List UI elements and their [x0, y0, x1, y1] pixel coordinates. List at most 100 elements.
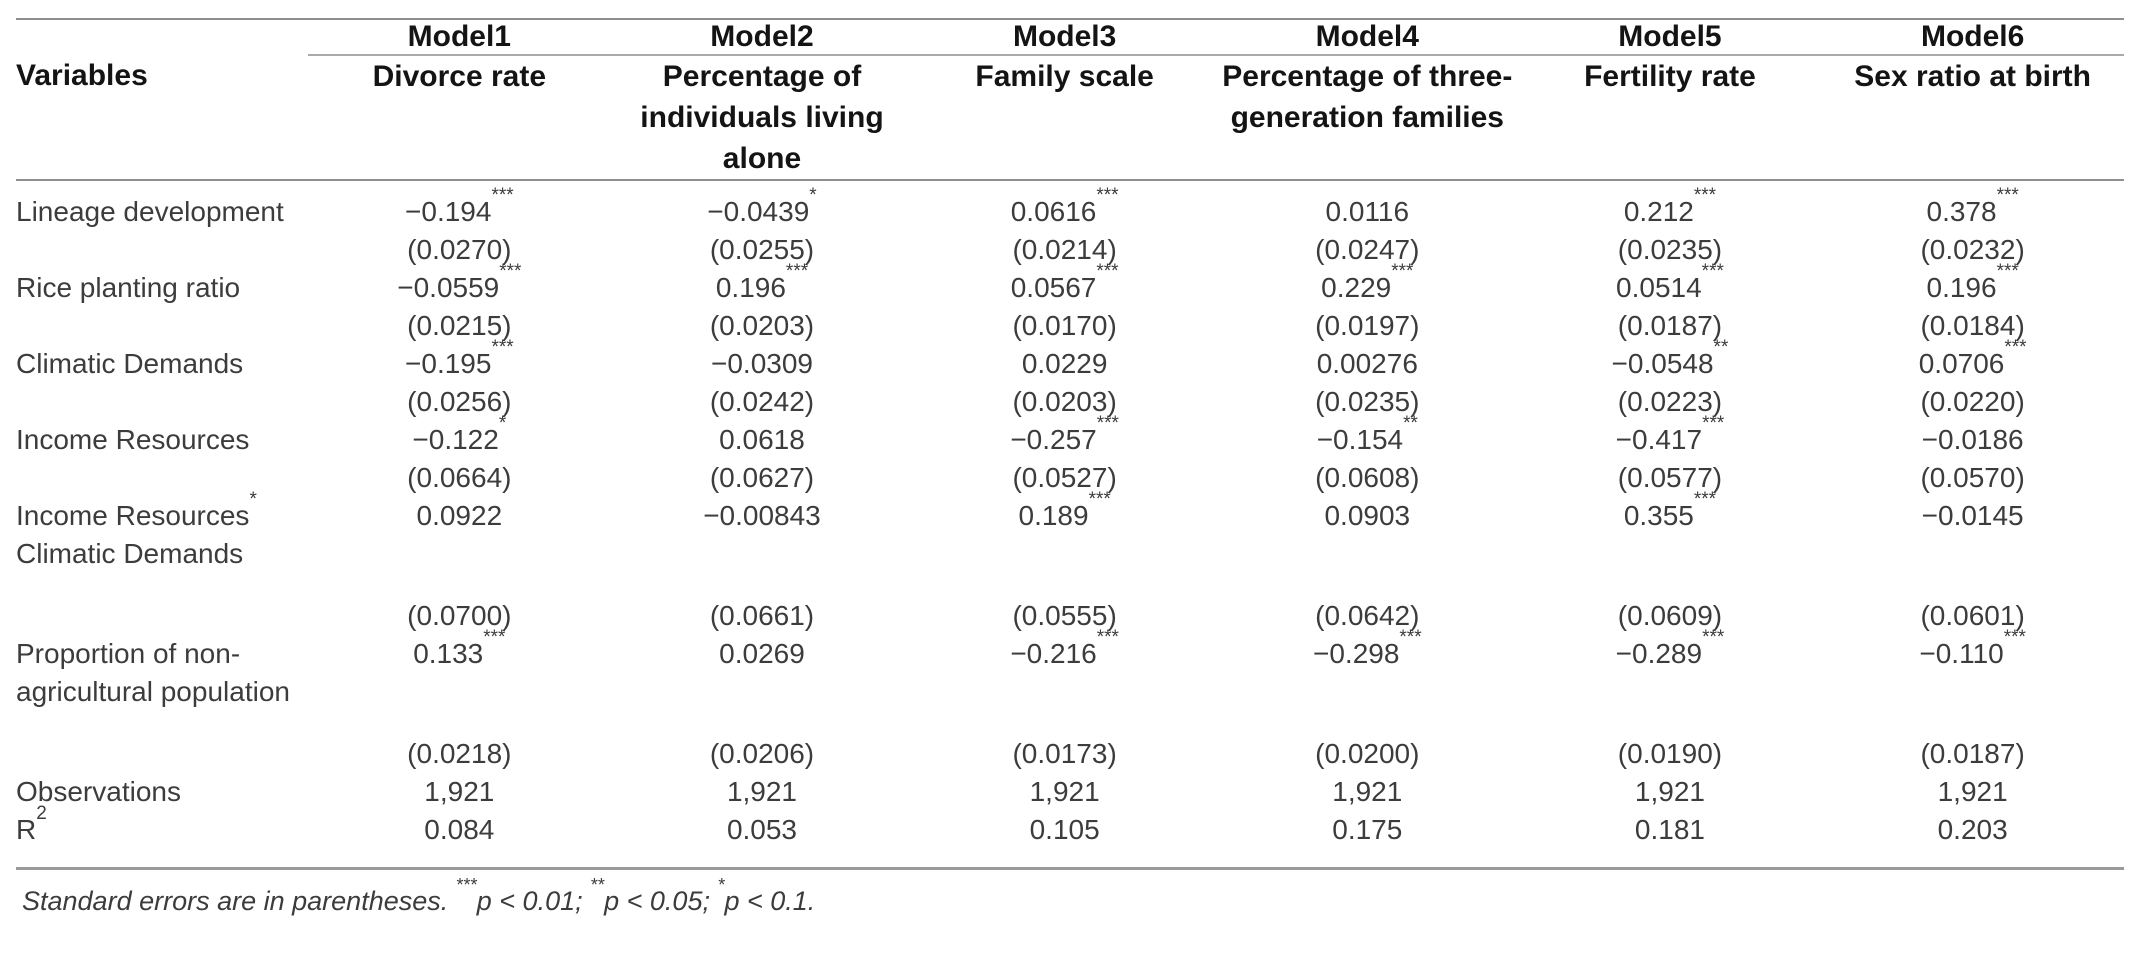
dependent-variable-header-row: Variables Divorce rate Percentage of indiv…: [16, 55, 2124, 181]
std-error-cell: (0.0609): [1617, 600, 1723, 631]
value-cell: [1821, 673, 2124, 711]
value-cell: −0.0439*: [707, 184, 817, 227]
row-label: Proportion of non-: [16, 638, 241, 669]
std-error-cell: (0.0200): [1315, 738, 1420, 769]
model-header-5: Model5: [1518, 20, 1822, 56]
table-row-se: (0.0270) (0.0255) (0.0214) (0.0247) (0.0235)…: [16, 231, 2124, 269]
std-error-cell: (0.0601): [1920, 600, 2025, 631]
std-error-cell: (0.0255): [709, 234, 815, 265]
value-cell: [1519, 673, 1822, 711]
value-cell: 0.00276: [1316, 348, 1418, 379]
value-cell: [1821, 535, 2124, 573]
footnote-significance-levels: ***p < 0.01; **p < 0.05; *p < 0.1.: [455, 875, 816, 916]
std-error-cell: (0.0608): [1315, 462, 1420, 493]
std-error-cell: (0.0577): [1617, 462, 1723, 493]
std-error-cell: (0.0197): [1315, 310, 1420, 341]
value-cell: 1,921: [726, 776, 798, 807]
value-cell: 0.189***: [1018, 488, 1111, 531]
value-cell: −0.417***: [1615, 412, 1725, 455]
table-row-coef: Income Resources −0.122* 0.0618 −0.257*** −0…: [16, 412, 2124, 459]
model-header-row: Model1 Model2 Model3 Model4 Model5 Model6: [16, 20, 2124, 56]
dependent-variable-header-6: Sex ratio at birth: [1821, 55, 2124, 181]
value-cell: −0.298***: [1312, 626, 1422, 669]
value-cell: 0.0567***: [1010, 260, 1119, 303]
row-label: Income Resources: [16, 424, 250, 455]
row-label: [16, 573, 308, 635]
table-row-cont: agricultural population: [16, 673, 2124, 711]
table-bottom-rule: [16, 867, 2124, 870]
value-cell: 0.0903: [1324, 500, 1411, 531]
table-row-se: (0.0664) (0.0627) (0.0527) (0.0608) (0.0577)…: [16, 459, 2124, 497]
table-row-se: (0.0700) (0.0661) (0.0555) (0.0642) (0.0609)…: [16, 573, 2124, 635]
value-cell: 0.084: [424, 814, 495, 845]
value-cell: [308, 673, 611, 711]
std-error-cell: (0.0661): [709, 600, 815, 631]
value-cell: 0.181: [1634, 814, 1705, 845]
std-error-cell: (0.0235): [1315, 386, 1420, 417]
std-error-cell: (0.0214): [1012, 234, 1117, 265]
table-row-coef: Lineage development −0.194*** −0.0439* 0.06…: [16, 180, 2124, 231]
std-error-cell: (0.0187): [1617, 310, 1723, 341]
value-cell: 0.105: [1029, 814, 1100, 845]
table-row-coef: Income Resources* 0.0922 −0.00843 0.189*** 0…: [16, 488, 2124, 535]
corner-cell: [16, 20, 308, 55]
value-cell: 0.212***: [1623, 184, 1717, 227]
model-header-3: Model3: [913, 20, 1216, 56]
table-header: Model1 Model2 Model3 Model4 Model5 Model6 Var…: [16, 20, 2124, 181]
row-label: Income Resources*: [16, 488, 257, 531]
std-error-cell: (0.0170): [1012, 310, 1117, 341]
value-cell: 0.0229: [1021, 348, 1108, 379]
table-row-coef: Proportion of non- 0.133*** 0.0269 −0.216**…: [16, 626, 2124, 673]
model-header-1: Model1: [308, 20, 611, 56]
value-cell: 1,921: [424, 776, 495, 807]
table-body: Lineage development −0.194*** −0.0439* 0.06…: [16, 180, 2124, 849]
value-cell: 0.133***: [413, 626, 506, 669]
row-label: Rice planting ratio: [16, 272, 241, 303]
value-cell: −0.110***: [1919, 626, 2026, 669]
table-top-rule: [16, 18, 2124, 20]
std-error-cell: (0.0256): [407, 386, 512, 417]
row-label: [16, 711, 308, 773]
value-cell: [1216, 535, 1519, 573]
std-error-cell: (0.0242): [709, 386, 815, 417]
model-header-2: Model2: [610, 20, 914, 56]
std-error-cell: (0.0173): [1012, 738, 1117, 769]
value-cell: 1,921: [1937, 776, 2008, 807]
std-error-cell: (0.0235): [1617, 234, 1723, 265]
model-header-6: Model6: [1821, 20, 2124, 56]
table-row-se: (0.0218) (0.0206) (0.0173) (0.0200) (0.0190)…: [16, 711, 2124, 773]
table-row-stat: R2 0.084 0.053 0.105 0.175 0.181 0.203: [16, 804, 2124, 849]
std-error-cell: (0.0232): [1920, 234, 2025, 265]
value-cell: 1,921: [1634, 776, 1705, 807]
value-cell: −0.0145: [1921, 500, 2024, 531]
value-cell: −0.122*: [412, 412, 507, 455]
std-error-cell: (0.0206): [709, 738, 815, 769]
value-cell: 1,921: [1029, 776, 1100, 807]
value-cell: 0.0514***: [1616, 260, 1724, 303]
footnote-text: Standard errors are in parentheses.: [22, 886, 456, 916]
value-cell: −0.0548**: [1611, 336, 1729, 379]
std-error-cell: (0.0555): [1012, 600, 1117, 631]
value-cell: [913, 535, 1216, 573]
value-cell: 0.0922: [416, 500, 503, 531]
row-label: Climatic Demands: [16, 538, 244, 569]
table-row-se: (0.0256) (0.0242) (0.0203) (0.0235) (0.0223)…: [16, 383, 2124, 421]
std-error-cell: (0.0527): [1012, 462, 1117, 493]
value-cell: [611, 535, 914, 573]
row-label: [16, 231, 308, 269]
std-error-cell: (0.0270): [407, 234, 512, 265]
value-cell: 0.203: [1937, 814, 2008, 845]
value-cell: −0.154**: [1316, 412, 1418, 455]
value-cell: 0.0116: [1325, 196, 1410, 227]
value-cell: 0.196***: [715, 260, 809, 303]
value-cell: 0.196***: [1926, 260, 2019, 303]
std-error-cell: (0.0220): [1920, 386, 2025, 417]
value-cell: [913, 673, 1216, 711]
value-cell: −0.0559***: [397, 260, 522, 303]
table-row-coef: Rice planting ratio −0.0559*** 0.196*** 0.0…: [16, 260, 2124, 307]
table-footnote: Standard errors are in parentheses. ***p…: [22, 875, 2124, 917]
value-cell: 0.053: [726, 814, 798, 845]
dependent-variable-header-1: Divorce rate: [308, 55, 611, 181]
std-error-cell: (0.0642): [1315, 600, 1420, 631]
